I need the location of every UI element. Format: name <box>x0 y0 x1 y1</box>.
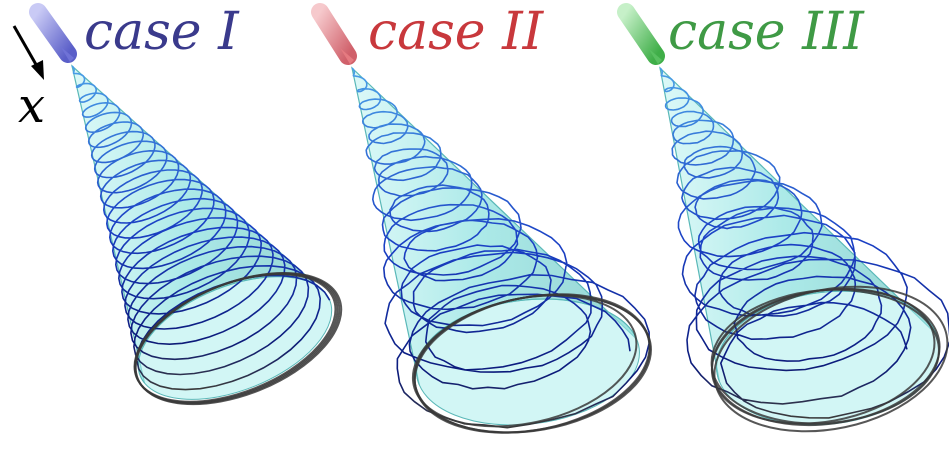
panel-case-2 <box>311 3 652 434</box>
jet-trajectory-coil <box>71 65 331 391</box>
jet-trajectory-coil <box>351 67 650 429</box>
case-label-2: case II <box>368 2 544 62</box>
nozzle-icon <box>29 3 77 63</box>
jet-outer-loop <box>134 271 343 406</box>
nozzle-tip-icon <box>648 48 662 64</box>
jet-outer-loop <box>413 293 651 434</box>
case-label-3: case III <box>668 2 864 62</box>
panel-case-1 <box>29 3 343 406</box>
x-axis-label: x <box>18 78 46 134</box>
case-label-1: case I <box>84 2 239 62</box>
nozzle-tip-icon <box>60 46 74 62</box>
jet-outer-loop <box>710 287 936 425</box>
nozzle-icon <box>311 3 357 65</box>
x-axis-arrow <box>12 25 44 80</box>
jet-trajectory-coil <box>659 67 949 419</box>
nozzle-icon <box>617 3 665 65</box>
nozzle-tip-icon <box>340 48 354 64</box>
panel-case-3 <box>617 3 949 433</box>
